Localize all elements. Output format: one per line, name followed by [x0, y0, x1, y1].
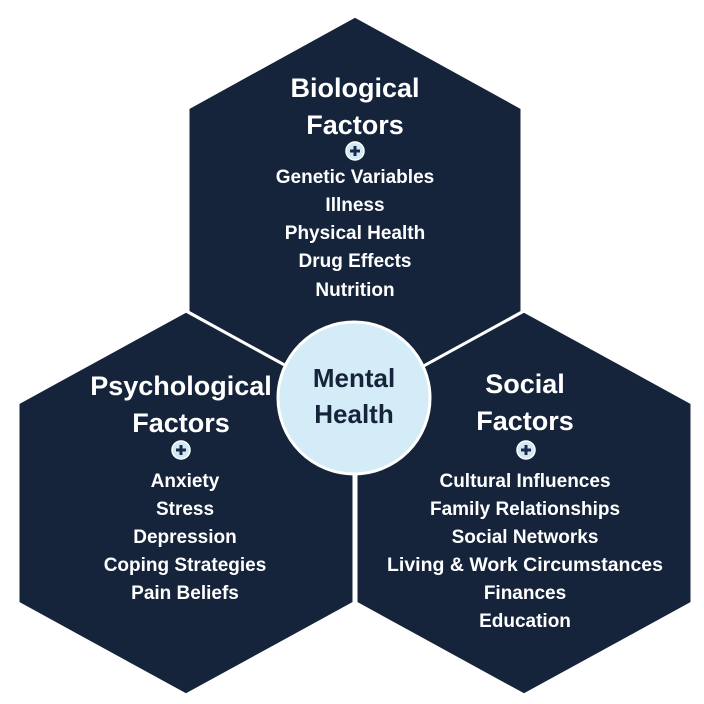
center-label-line1: Mental [313, 363, 395, 393]
psychological-item: Pain Beliefs [131, 583, 239, 604]
psychological-factors-panel: Psychological Factors Anxiety Stress Dep… [16, 309, 356, 697]
center-label-line2: Health [314, 399, 393, 429]
social-item: Family Relationships [430, 499, 620, 520]
social-item: Finances [484, 583, 566, 604]
biological-item: Drug Effects [299, 251, 412, 272]
psychological-title-line2: Factors [132, 408, 230, 438]
mental-health-center: Mental Health [276, 320, 432, 476]
biological-item: Genetic Variables [276, 167, 434, 188]
biological-title-line1: Biological [290, 73, 419, 103]
psychological-title-line1: Psychological [90, 371, 272, 401]
social-item: Cultural Influences [439, 471, 610, 492]
social-item: Living & Work Circumstances [387, 555, 663, 576]
biological-item: Physical Health [285, 223, 425, 244]
social-title-line1: Social [485, 369, 565, 399]
center-circle [276, 320, 432, 476]
biological-item: Illness [325, 195, 384, 216]
psychological-item: Stress [156, 499, 214, 520]
social-item: Social Networks [452, 527, 599, 548]
biological-factors-panel: Biological Factors Genetic Variables Ill… [186, 14, 524, 406]
plus-circle-icon [345, 141, 365, 161]
social-title-line2: Factors [476, 406, 574, 436]
psychological-item: Coping Strategies [104, 555, 267, 576]
psychological-item: Anxiety [151, 471, 220, 492]
social-item: Education [479, 611, 571, 632]
plus-circle-icon [171, 440, 191, 460]
social-factors-panel: Social Factors Cultural Influences Famil… [354, 309, 694, 697]
plus-circle-icon [516, 440, 536, 460]
biological-item: Nutrition [315, 280, 394, 301]
biological-title-line2: Factors [306, 110, 404, 140]
psychological-item: Depression [133, 527, 236, 548]
